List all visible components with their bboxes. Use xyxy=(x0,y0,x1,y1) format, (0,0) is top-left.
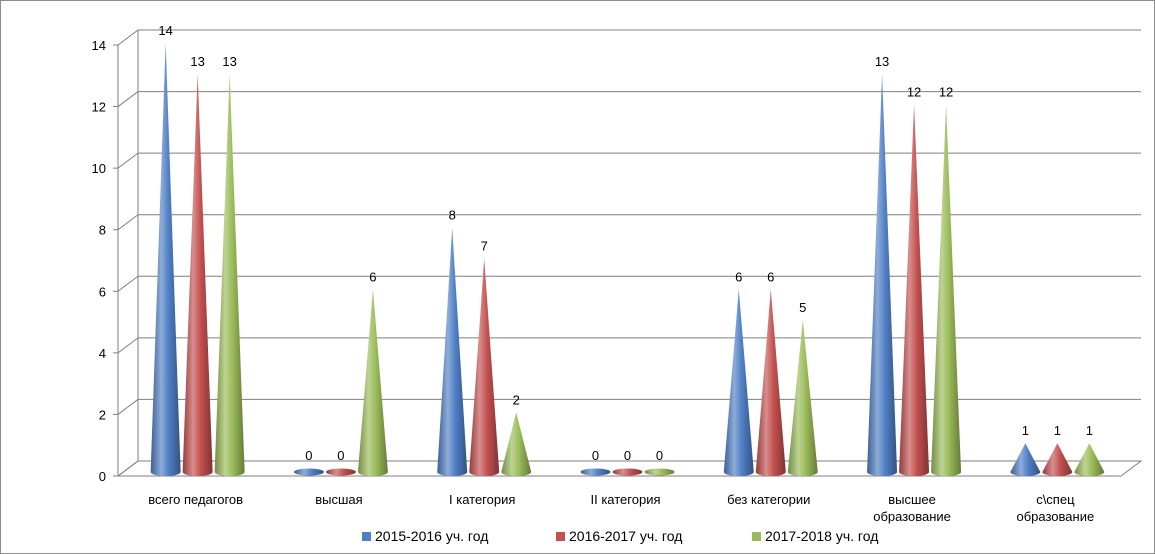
category-label: высшая xyxy=(315,492,362,507)
legend-swatch xyxy=(556,532,565,541)
gridline-diagonal xyxy=(117,337,139,354)
bar-с-спец-образование-2017-2018-уч-год xyxy=(1074,443,1105,476)
bar-без-категории-2017-2018-уч-год xyxy=(787,320,818,476)
gridline-diagonal xyxy=(117,91,139,107)
legend-item-2016-2017-уч-год: 2016-2017 уч. год xyxy=(556,528,682,544)
bar-ii-категория-2015-2016-уч-год xyxy=(580,468,611,476)
data-label: 5 xyxy=(799,300,806,315)
gridline-diagonal xyxy=(117,399,139,415)
category-labels: всего педагогов высшая I категория II катег… xyxy=(148,492,1094,524)
bar-ii-категория-2017-2018-уч-год xyxy=(644,468,675,476)
gridlines xyxy=(117,29,1141,477)
gridline-diagonal xyxy=(117,152,139,169)
data-label: 7 xyxy=(481,239,488,254)
data-label: 8 xyxy=(449,208,456,223)
bar-i-категория-2016-2017-уч-год xyxy=(469,258,500,476)
legend-label: 2016-2017 уч. год xyxy=(569,528,682,544)
bar-высшее-образование-2016-2017-уч-год xyxy=(899,104,930,477)
data-label: 14 xyxy=(158,23,172,38)
data-label: 6 xyxy=(735,269,742,284)
bar-i-категория-2015-2016-уч-год xyxy=(437,227,468,476)
gridline-diagonal xyxy=(117,214,139,231)
bars xyxy=(150,43,1105,477)
bar-без-категории-2015-2016-уч-год xyxy=(723,289,754,476)
y-tick-label: 10 xyxy=(92,161,106,176)
data-label: 6 xyxy=(369,269,376,284)
bar-с-спец-образование-2015-2016-уч-год xyxy=(1010,443,1041,477)
data-label: 0 xyxy=(305,448,312,463)
y-tick-label: 2 xyxy=(99,407,106,422)
data-label: 13 xyxy=(875,54,889,69)
bar-высшая-2016-2017-уч-год xyxy=(325,468,356,476)
category-label: II категория xyxy=(590,492,660,507)
gridline-diagonal xyxy=(117,460,139,477)
bar-без-категории-2016-2017-уч-год xyxy=(755,289,786,476)
category-label: всего педагогов xyxy=(148,492,243,507)
data-label: 12 xyxy=(907,85,921,100)
legend-label: 2015-2016 уч. год xyxy=(375,528,488,544)
data-label: 1 xyxy=(1022,423,1029,438)
gridline-diagonal xyxy=(117,29,139,46)
data-label: 2 xyxy=(513,392,520,407)
data-label: 13 xyxy=(190,54,204,69)
y-tick-label: 6 xyxy=(99,284,106,299)
data-label: 0 xyxy=(592,448,599,463)
bar-высшая-2017-2018-уч-год xyxy=(357,289,388,476)
y-tick-label: 0 xyxy=(99,469,106,484)
bar-i-категория-2017-2018-уч-год xyxy=(501,412,532,476)
y-tick-label: 12 xyxy=(92,100,106,115)
category-label: с\спец образование xyxy=(1017,492,1095,524)
legend-label: 2017-2018 уч. год xyxy=(765,528,878,544)
category-label: I категория xyxy=(449,492,515,507)
data-label: 1 xyxy=(1086,423,1093,438)
bar-высшая-2015-2016-уч-год xyxy=(293,468,324,476)
y-tick-label: 14 xyxy=(92,38,106,53)
bar-высшее-образование-2017-2018-уч-год xyxy=(931,104,962,477)
bar-всего-педагогов-2015-2016-уч-год xyxy=(150,43,181,476)
data-label: 13 xyxy=(222,54,236,69)
bar-с-спец-образование-2016-2017-уч-год xyxy=(1042,443,1073,476)
data-labels: 14 13 13 0 0 6 8 7 2 0 0 0 6 6 5 13 12 12 1 1 1 xyxy=(158,23,1093,463)
data-label: 0 xyxy=(624,448,631,463)
data-label: 12 xyxy=(939,85,953,100)
y-tick-label: 8 xyxy=(99,223,106,238)
y-axis: 0 2 4 6 8 10 12 14 xyxy=(92,30,139,484)
legend: 2015-2016 уч. год 2016-2017 уч. год 2017-2… xyxy=(362,528,878,544)
bar-высшее-образование-2015-2016-уч-год xyxy=(867,73,898,477)
gridline-diagonal xyxy=(117,275,139,292)
legend-item-2017-2018-уч-год: 2017-2018 уч. год xyxy=(752,528,878,544)
legend-swatch xyxy=(752,532,761,541)
category-label: высшее образование xyxy=(873,492,951,524)
bar-ii-категория-2016-2017-уч-год xyxy=(612,468,643,476)
bar-всего-педагогов-2017-2018-уч-год xyxy=(214,73,245,477)
y-tick-label: 4 xyxy=(99,346,106,361)
legend-swatch xyxy=(362,532,371,541)
data-label: 6 xyxy=(767,269,774,284)
bar-всего-педагогов-2016-2017-уч-год xyxy=(182,73,213,477)
data-label: 0 xyxy=(656,448,663,463)
data-label: 1 xyxy=(1054,423,1061,438)
data-label: 0 xyxy=(337,448,344,463)
category-label: без категории xyxy=(727,492,810,507)
legend-item-2015-2016-уч-год: 2015-2016 уч. год xyxy=(362,528,488,544)
